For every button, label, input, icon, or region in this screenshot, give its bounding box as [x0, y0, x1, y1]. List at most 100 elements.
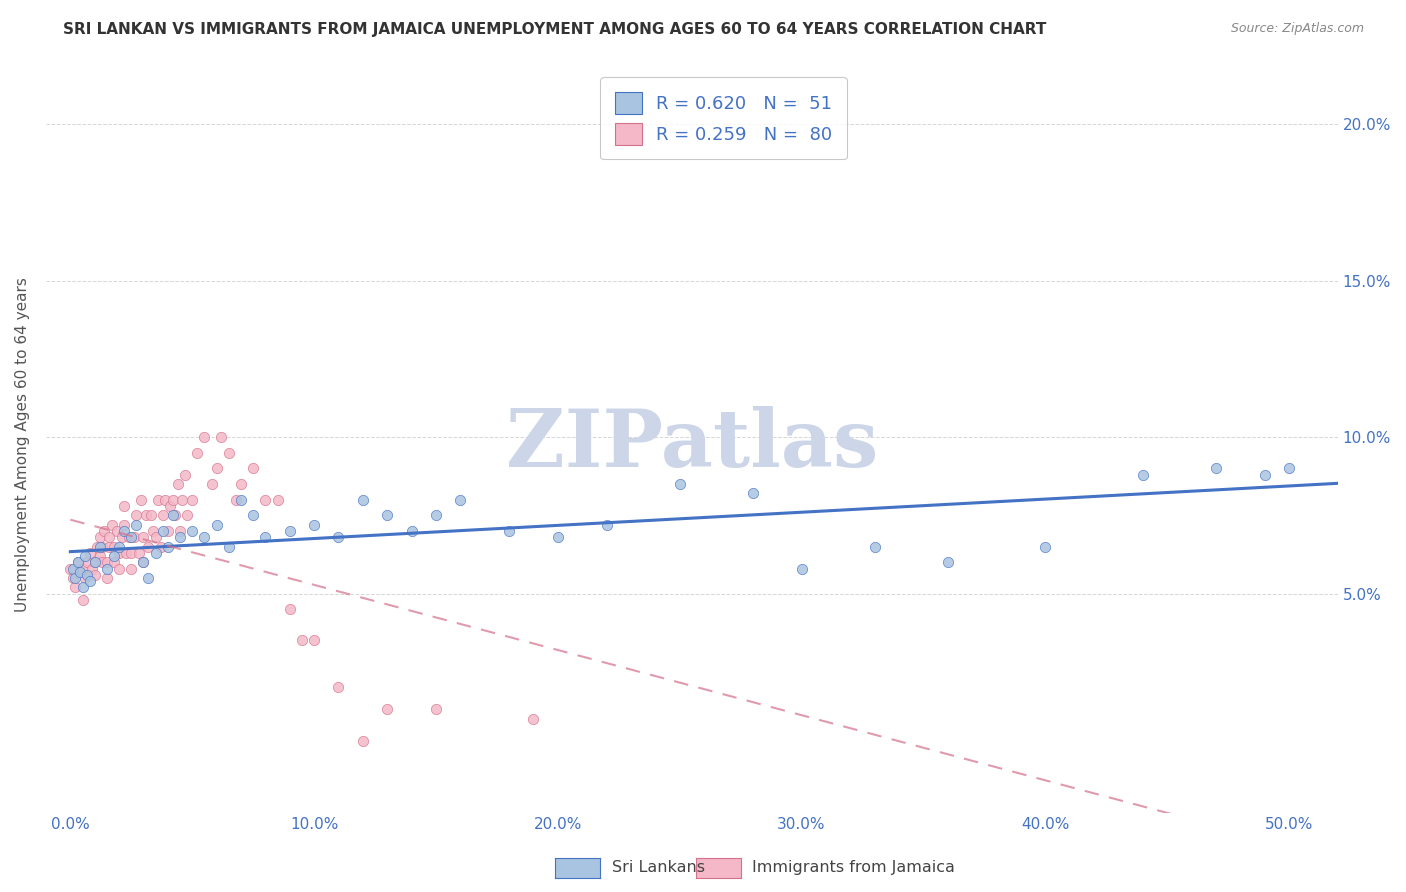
- Point: [498, 524, 520, 538]
- Point: [73, 549, 96, 563]
- Point: [62, 571, 84, 585]
- Point: [120, 561, 142, 575]
- Point: [86, 540, 108, 554]
- Point: [128, 546, 150, 560]
- Point: [83, 555, 105, 569]
- Point: [72, 561, 94, 575]
- Point: [547, 530, 569, 544]
- Point: [66, 555, 89, 569]
- Point: [132, 555, 155, 569]
- Point: [193, 530, 215, 544]
- Point: [120, 530, 142, 544]
- Point: [218, 540, 240, 554]
- Point: [1278, 461, 1301, 475]
- Point: [211, 430, 233, 444]
- Point: [91, 540, 114, 554]
- Point: [278, 524, 301, 538]
- Point: [225, 492, 247, 507]
- Point: [59, 561, 82, 575]
- Point: [98, 530, 121, 544]
- Point: [1253, 467, 1275, 482]
- Point: [159, 499, 181, 513]
- Point: [69, 565, 91, 579]
- Point: [138, 571, 160, 585]
- Point: [132, 530, 155, 544]
- Point: [1205, 461, 1227, 475]
- Point: [278, 602, 301, 616]
- Point: [91, 555, 114, 569]
- Point: [741, 486, 763, 500]
- Point: [98, 540, 121, 554]
- Text: SRI LANKAN VS IMMIGRANTS FROM JAMAICA UNEMPLOYMENT AMONG AGES 60 TO 64 YEARS COR: SRI LANKAN VS IMMIGRANTS FROM JAMAICA UN…: [63, 22, 1046, 37]
- Point: [146, 492, 169, 507]
- Text: Immigrants from Jamaica: Immigrants from Jamaica: [752, 860, 955, 874]
- Point: [76, 555, 98, 569]
- Point: [375, 508, 398, 523]
- Point: [254, 492, 277, 507]
- Point: [83, 567, 105, 582]
- Point: [162, 492, 184, 507]
- Point: [108, 540, 131, 554]
- Point: [181, 524, 204, 538]
- Point: [145, 530, 167, 544]
- Point: [155, 492, 177, 507]
- Point: [96, 561, 118, 575]
- Point: [149, 540, 172, 554]
- Point: [229, 477, 252, 491]
- Point: [169, 530, 191, 544]
- Point: [1132, 467, 1154, 482]
- Point: [205, 517, 228, 532]
- Point: [302, 517, 325, 532]
- Point: [63, 571, 86, 585]
- Point: [790, 561, 813, 575]
- Point: [242, 461, 264, 475]
- Point: [156, 540, 179, 554]
- Point: [152, 508, 174, 523]
- Point: [132, 555, 155, 569]
- Point: [112, 524, 135, 538]
- Point: [169, 524, 191, 538]
- Point: [352, 492, 374, 507]
- Point: [83, 555, 105, 569]
- Point: [145, 546, 167, 560]
- Point: [291, 633, 314, 648]
- Point: [108, 561, 131, 575]
- Point: [193, 430, 215, 444]
- Point: [66, 555, 89, 569]
- Point: [176, 508, 198, 523]
- Point: [152, 524, 174, 538]
- Point: [120, 546, 142, 560]
- Point: [93, 524, 115, 538]
- Y-axis label: Unemployment Among Ages 60 to 64 years: Unemployment Among Ages 60 to 64 years: [15, 277, 30, 613]
- Point: [165, 508, 187, 523]
- Point: [139, 508, 162, 523]
- Text: Source: ZipAtlas.com: Source: ZipAtlas.com: [1230, 22, 1364, 36]
- Point: [254, 530, 277, 544]
- Point: [181, 492, 204, 507]
- Point: [118, 530, 141, 544]
- Point: [138, 540, 160, 554]
- Point: [142, 524, 165, 538]
- Point: [936, 555, 959, 569]
- Point: [352, 733, 374, 747]
- Text: ZIPatlas: ZIPatlas: [506, 406, 877, 484]
- Point: [166, 477, 188, 491]
- Point: [101, 517, 124, 532]
- Point: [522, 712, 544, 726]
- Point: [73, 571, 96, 585]
- Point: [135, 508, 157, 523]
- Point: [108, 546, 131, 560]
- Text: Sri Lankans: Sri Lankans: [612, 860, 704, 874]
- Point: [125, 517, 148, 532]
- Legend: R = 0.620   N =  51, R = 0.259   N =  80: R = 0.620 N = 51, R = 0.259 N = 80: [600, 78, 846, 160]
- Point: [79, 546, 101, 560]
- Point: [96, 571, 118, 585]
- Point: [72, 580, 94, 594]
- Point: [79, 574, 101, 588]
- Point: [186, 446, 208, 460]
- Point: [1033, 540, 1056, 554]
- Point: [172, 492, 194, 507]
- Point: [110, 530, 132, 544]
- Point: [266, 492, 288, 507]
- Point: [115, 546, 138, 560]
